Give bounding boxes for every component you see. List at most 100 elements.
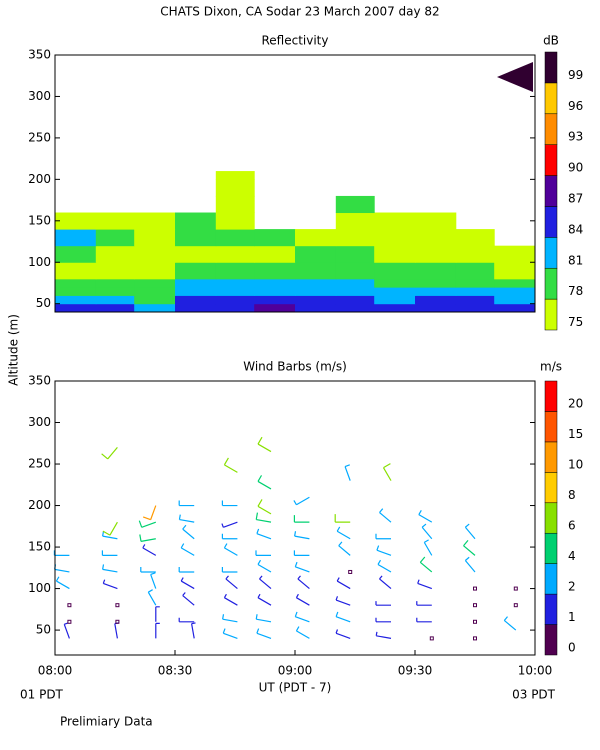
calm-marker [429,636,434,641]
colorbar-label: 2 [568,579,576,593]
wind-barb [257,475,272,490]
colorbar-box [544,113,558,145]
note: Prelimiary Data [60,715,153,729]
calm-marker [67,603,72,608]
calm-marker [473,619,477,624]
wind-barb [257,559,272,573]
contour-cell [455,245,495,263]
wind-barb [376,545,392,556]
wind-barb [101,550,118,556]
contour-cell [455,287,495,296]
colorbar-box [544,563,558,595]
wind-barb [503,616,517,631]
wind-barb [375,533,391,540]
colorbar-box [544,175,558,207]
contour-cell [175,303,217,313]
contour-cell [55,295,97,305]
contour-cell [55,245,97,263]
wind-barb [335,596,351,606]
contour-cell [374,303,416,313]
y-tick-label: 200 [28,172,51,186]
y-tick-label: 50 [36,296,51,310]
colorbar-label: 0 [568,640,576,654]
contour-cell [175,295,217,305]
wind-barb [293,496,310,506]
wind-barb [140,566,156,573]
contour-cell [335,295,375,305]
wind-barb [102,579,118,590]
colorbar-label: 20 [568,397,583,411]
wind-barb [338,541,351,556]
contour-cell [374,212,416,230]
y-tick-label: 300 [28,89,51,103]
wind-barb [223,543,238,556]
colorbar-box [544,380,558,412]
wind-barb [421,523,433,540]
contour-cell [295,295,337,305]
colorbar-box [544,441,558,473]
colorbar-box [544,144,558,176]
wind-barb [63,622,70,639]
contour-cell [215,278,255,288]
wind-barb [379,575,392,590]
wind-barb [150,572,157,589]
wind-barb [257,436,272,453]
wind-barb [222,628,238,639]
wind-barb [293,515,310,523]
wind-barb [221,521,238,528]
contour-cell [55,262,97,280]
colorbar-box [544,267,558,300]
colorbar-box [544,624,558,656]
wind-barb [417,579,433,590]
wind-barb [178,617,195,623]
wind-barb [223,457,238,473]
x-tick-label: 08:00 [38,664,73,678]
wind-barb [344,464,351,481]
wind-barb [178,514,195,523]
wind-barb [178,566,195,573]
colorbar-label: 1 [568,610,576,624]
wind-barb [182,524,195,540]
wind-barb [294,531,310,540]
colorbar-box [544,502,558,534]
contour-cell [295,278,337,288]
x-tick-label: 10:00 [518,664,553,678]
contour-cell [215,262,255,280]
wind-barb [257,499,272,515]
wind-barb [416,617,432,623]
contour-cell [335,278,375,288]
wind-barb [464,523,476,540]
contour-cell [494,295,536,305]
contour-cell [175,212,217,230]
colorbar-box [544,51,558,84]
wind-barb [416,601,432,606]
contour-cell [134,303,176,313]
colorbar-label: 96 [568,99,583,113]
contour-cell [415,287,457,296]
wind-barb [142,544,157,556]
contour-cell [215,245,255,263]
wind-barb [155,622,160,639]
contour-cell [215,179,255,197]
wind-barb [377,559,392,573]
contour-cell [95,287,135,296]
calm-marker [473,603,477,608]
colorbar-label: 81 [568,253,583,267]
contour-cell [494,278,536,288]
contour-cell [335,262,375,280]
y-tick-label: 250 [28,457,51,471]
wind-barb [178,500,195,507]
wind-barb [257,593,272,606]
wind-barb [147,589,157,606]
wind-barb [375,617,391,623]
y-tick-label: 150 [28,540,51,554]
contour-cell [455,278,495,288]
wind-barb [139,534,156,542]
colorbar-box [544,206,558,238]
colorbar-label: 4 [568,549,576,563]
y-tick-label: 350 [28,374,51,388]
wind-barb [53,550,70,556]
wind-barb [294,611,310,623]
calm-marker [473,586,477,591]
